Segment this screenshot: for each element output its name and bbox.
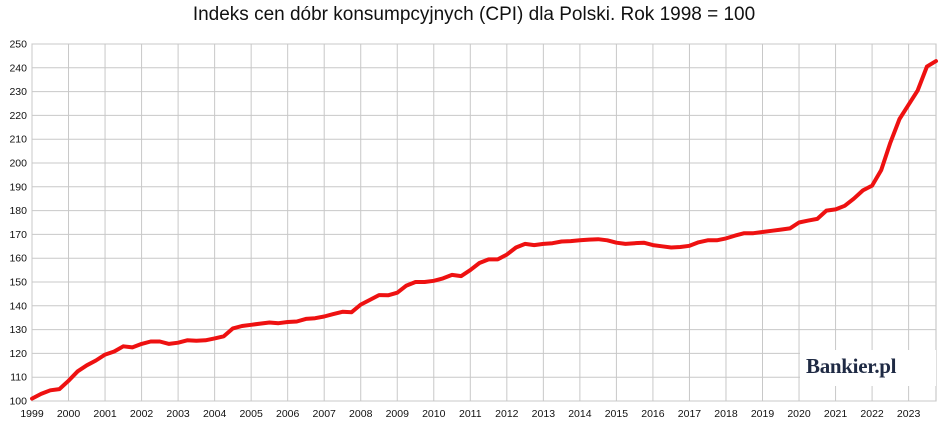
x-tick-label: 2017	[678, 408, 702, 420]
x-tick-label: 2016	[641, 408, 665, 420]
y-tick-label: 180	[9, 205, 27, 217]
y-tick-label: 240	[9, 62, 27, 74]
x-tick-label: 2004	[203, 408, 227, 420]
x-tick-label: 2011	[459, 408, 482, 420]
x-tick-label: 2001	[93, 408, 117, 420]
x-tick-label: 2021	[824, 408, 848, 420]
y-tick-label: 120	[9, 348, 27, 360]
x-tick-label: 2019	[751, 408, 775, 420]
cpi-series-line	[30, 59, 938, 401]
x-tick-label: 2006	[276, 408, 300, 420]
chart-title: Indeks cen dóbr konsumpcyjnych (CPI) dla…	[192, 4, 756, 25]
y-tick-label: 160	[9, 253, 27, 265]
x-tick-label: 1999	[20, 408, 44, 420]
y-tick-label: 210	[9, 134, 27, 146]
x-tick-label: 2003	[166, 408, 190, 420]
x-tick-label: 2013	[532, 408, 556, 420]
y-tick-label: 170	[9, 229, 27, 241]
y-tick-label: 190	[9, 181, 27, 193]
y-axis: 100 110 120 130 140 150 160 170 180 190 200 210 220 2…	[9, 39, 27, 408]
x-tick-label: 2022	[860, 408, 884, 420]
gridlines	[31, 43, 936, 402]
x-tick-label: 2012	[495, 408, 519, 420]
x-tick-label: 2010	[422, 408, 446, 420]
x-tick-label: 2002	[130, 408, 154, 420]
bankier-logo: Bankier.pl	[800, 350, 936, 386]
x-tick-label: 2015	[605, 408, 629, 420]
x-tick-label: 2018	[714, 408, 738, 420]
bankier-logo-text: Bankier.pl	[806, 354, 897, 378]
y-tick-label: 150	[9, 277, 27, 289]
x-tick-label: 2023	[897, 408, 921, 420]
y-tick-label: 110	[10, 372, 27, 384]
y-tick-label: 100	[9, 396, 27, 408]
series-layer	[30, 59, 938, 401]
x-tick-label: 2000	[57, 408, 81, 420]
y-tick-label: 130	[9, 324, 27, 336]
y-tick-label: 220	[9, 110, 27, 122]
x-tick-label: 2007	[313, 408, 337, 420]
x-tick-label: 2014	[568, 408, 592, 420]
y-tick-label: 250	[9, 39, 27, 51]
x-tick-label: 2005	[239, 408, 263, 420]
x-tick-label: 2008	[349, 408, 373, 420]
x-tick-label: 2020	[787, 408, 811, 420]
y-tick-label: 230	[9, 86, 27, 98]
x-tick-label: 2009	[386, 408, 410, 420]
y-tick-label: 200	[9, 158, 27, 170]
x-axis: 1999 2000 2001 2002 2003 2004 2005 2006 2007 2008…	[20, 408, 920, 420]
y-tick-label: 140	[9, 300, 27, 312]
